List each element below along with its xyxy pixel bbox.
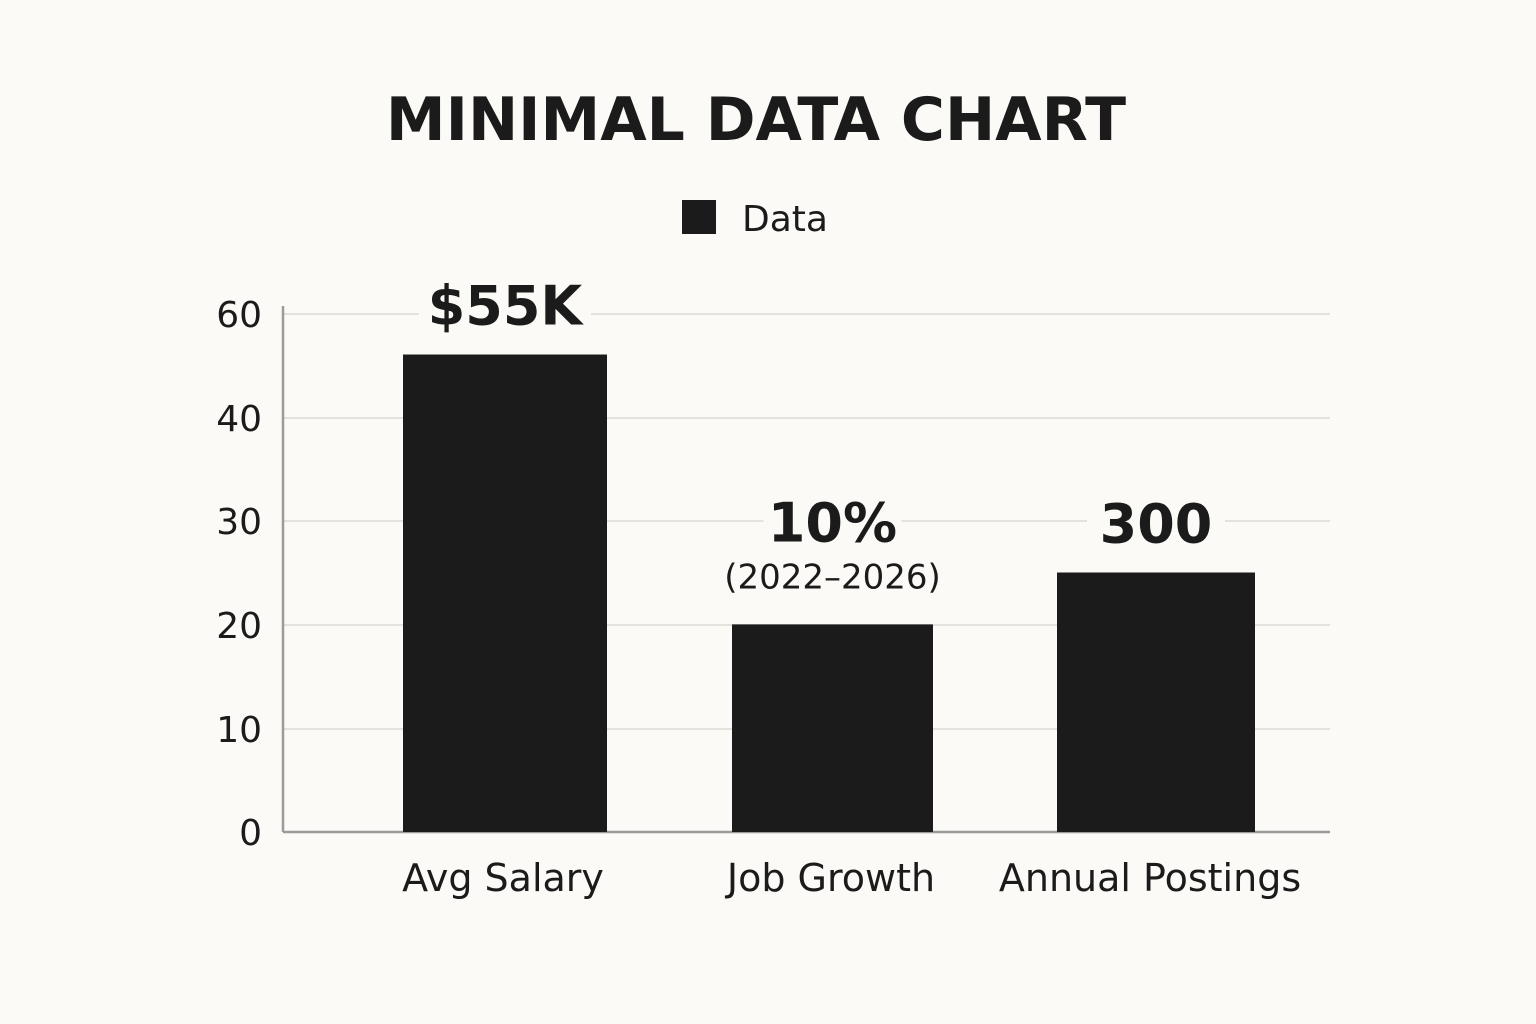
- bar: [1057, 572, 1255, 832]
- data-sublabel: (2022–2026): [724, 557, 941, 597]
- data-label-background: [1087, 492, 1225, 555]
- y-tick-label: 0: [239, 813, 262, 854]
- y-tick-label: 40: [216, 399, 262, 440]
- bar: [403, 354, 607, 832]
- data-label: $55K: [428, 275, 585, 338]
- x-category-label: Avg Salary: [402, 856, 604, 900]
- x-category-label: Annual Postings: [999, 856, 1301, 900]
- legend-swatch: [682, 200, 716, 234]
- data-label: 300: [1100, 493, 1213, 556]
- x-category-label: Job Growth: [725, 856, 935, 900]
- y-tick-label: 10: [216, 710, 262, 751]
- chart-title: MINIMAL DATA CHART: [386, 85, 1126, 155]
- y-tick-label: 60: [216, 295, 262, 336]
- bars: [403, 354, 1255, 832]
- y-tick-label: 20: [216, 606, 262, 647]
- data-label: 10%: [768, 491, 897, 554]
- data-label-background: [763, 491, 902, 554]
- bar: [732, 624, 933, 832]
- category-labels: Avg Salary Job Growth Annual Postings: [402, 856, 1301, 900]
- data-label-background: [419, 274, 591, 337]
- legend-label: Data: [742, 199, 828, 240]
- y-tick-label: 30: [216, 502, 262, 543]
- data-labels: $55K 10%(2022–2026) 300: [419, 274, 1225, 597]
- legend: Data: [682, 199, 828, 240]
